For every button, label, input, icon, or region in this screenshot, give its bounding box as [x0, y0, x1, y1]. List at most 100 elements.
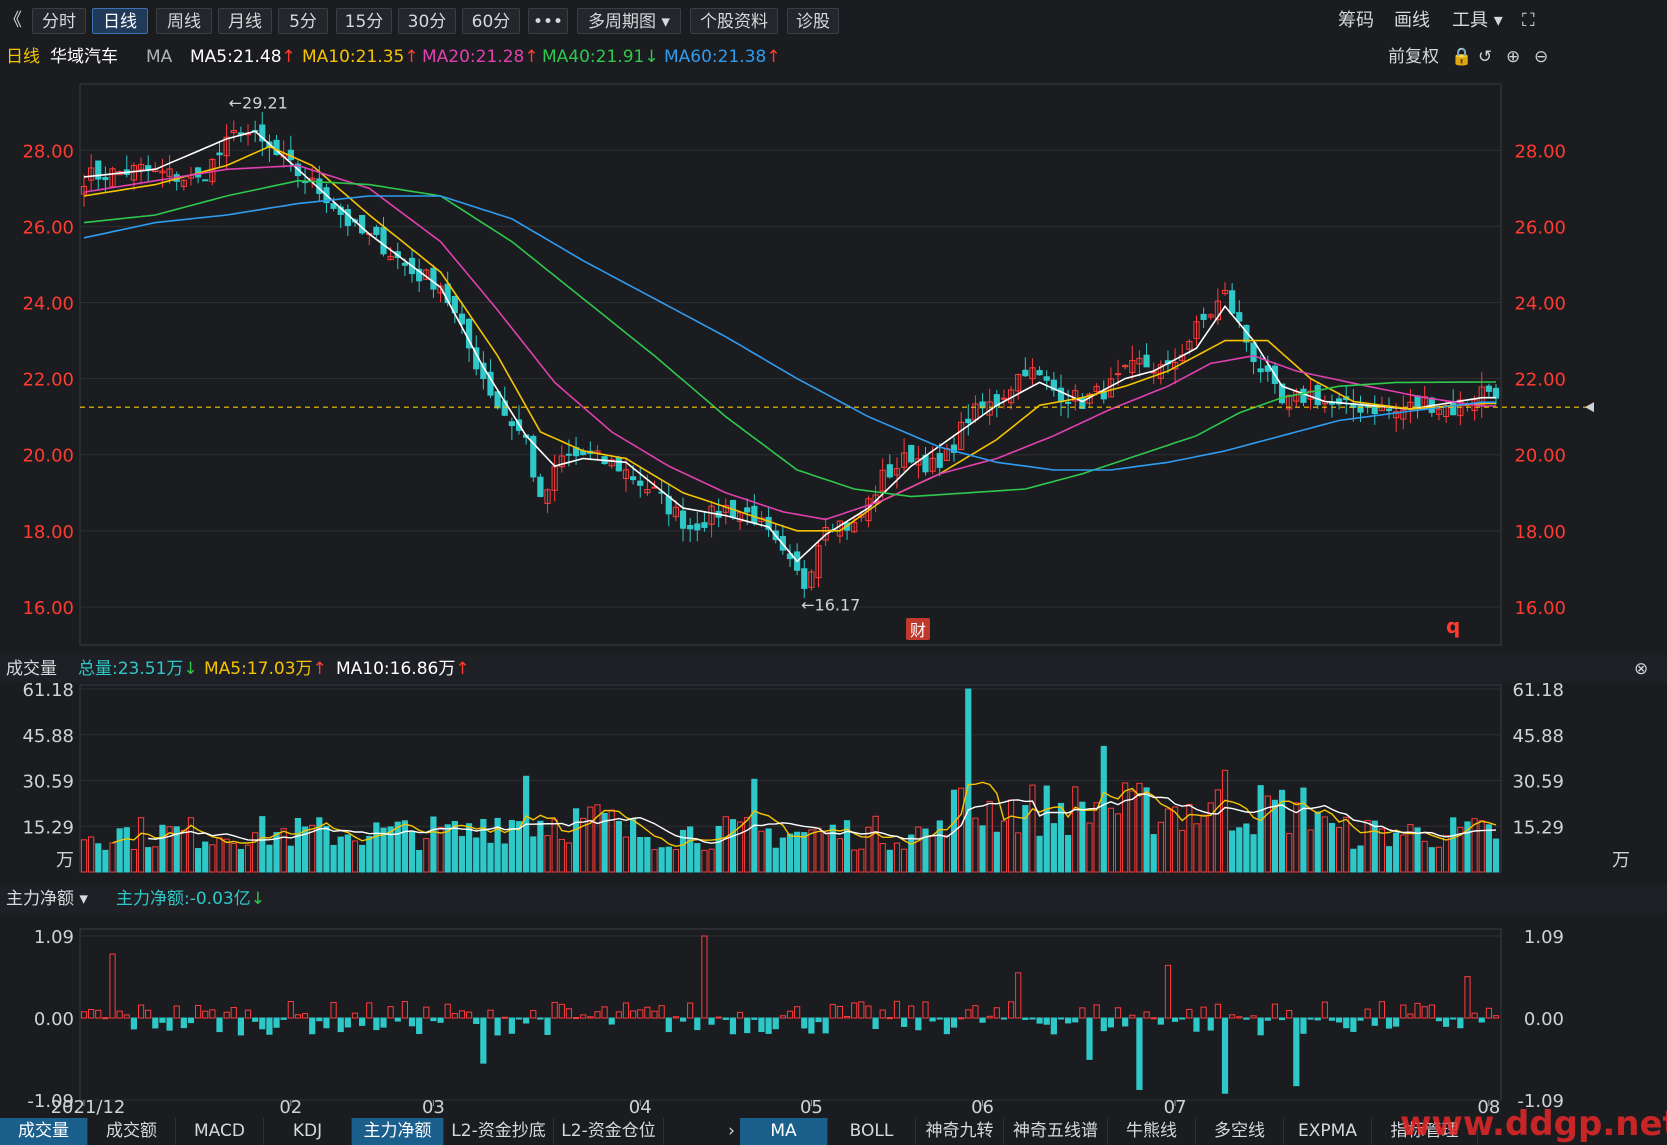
candle-body: [1435, 408, 1443, 415]
candle-body: [851, 521, 858, 533]
bottom-tab-2[interactable]: MACD: [176, 1118, 264, 1145]
indicator-tab-2[interactable]: 神奇九转: [916, 1118, 1004, 1145]
indicator-tab-0[interactable]: MA: [740, 1118, 828, 1145]
flow-bar: [565, 1008, 573, 1019]
tab-8[interactable]: •••: [528, 8, 568, 34]
x-tick-label: 03: [422, 1097, 445, 1118]
flow-bar: [294, 1014, 302, 1019]
back-icon[interactable]: 《: [4, 10, 22, 31]
flow-bar: [644, 1006, 651, 1019]
bottom-tab-4[interactable]: 主力净额: [352, 1118, 444, 1145]
price-tick-left: 22.00: [22, 370, 74, 391]
flow-bar: [822, 1017, 829, 1034]
flow-bar: [1478, 1017, 1485, 1023]
volume-bar: [1314, 811, 1321, 873]
flow-bar: [244, 1009, 252, 1019]
flow-bar: [423, 1006, 430, 1019]
flow-bar: [872, 1017, 879, 1030]
indicator-tab-5[interactable]: 多空线: [1196, 1118, 1284, 1145]
flow-bar: [416, 1017, 423, 1035]
tab-9[interactable]: 多周期图 ▾: [577, 8, 681, 34]
candle-body: [95, 160, 102, 180]
flow-bar: [1243, 1017, 1250, 1020]
candle-body: [373, 226, 380, 235]
lock-icon[interactable]: 🔒: [1451, 47, 1473, 67]
volume-bar: [280, 828, 287, 873]
flow-bar: [1385, 1017, 1393, 1029]
tab-10[interactable]: 个股资料: [690, 8, 778, 34]
volume-bar: [408, 831, 416, 873]
indicator-name[interactable]: MA: [146, 47, 173, 67]
bottom-tab-5[interactable]: L2-资金抄底: [444, 1118, 554, 1145]
adjust-label[interactable]: 前复权: [1388, 47, 1439, 67]
bottom-tab-6[interactable]: L2-资金仓位: [554, 1118, 664, 1145]
volume-bar: [851, 849, 858, 873]
zoom-out-icon[interactable]: ⊖: [1534, 47, 1549, 67]
volume-bar: [530, 836, 537, 873]
candle-body: [109, 168, 116, 188]
bottom-tab-1[interactable]: 成交额: [88, 1118, 176, 1145]
indicator-tab-3[interactable]: 神奇五线谱: [1004, 1118, 1108, 1145]
indicator-tab-7[interactable]: 指标管理: [1372, 1118, 1478, 1145]
tab-5[interactable]: 15分: [336, 8, 392, 34]
candle-body: [216, 152, 223, 156]
volume-bar: [1457, 826, 1464, 873]
volume-bar: [1400, 834, 1407, 873]
candle-body: [801, 568, 808, 589]
volume-ma10: MA10:16.86万↑: [336, 659, 470, 679]
flow-bar: [1343, 1017, 1350, 1029]
indicator-tab-1[interactable]: BOLL: [828, 1118, 916, 1145]
tab-7[interactable]: 60分: [462, 8, 520, 34]
indicator-tab-6[interactable]: EXPMA: [1284, 1118, 1372, 1145]
volume-bar: [1036, 835, 1043, 873]
volume-tick-right: 61.18: [1512, 680, 1564, 701]
volume-bar: [294, 818, 302, 873]
volume-bar: [1492, 838, 1500, 873]
flow-bar: [88, 1008, 95, 1019]
tab-0[interactable]: 分时: [32, 8, 86, 34]
draw-line-button[interactable]: 画线: [1394, 10, 1430, 31]
flow-bar: [1400, 1004, 1407, 1019]
volume-bar: [152, 846, 159, 873]
volume-bar: [1300, 787, 1307, 873]
volume-total: 总量:23.51万↓: [78, 659, 198, 679]
candle-body: [879, 469, 886, 492]
flow-bar: [1471, 1012, 1478, 1019]
volume-bar: [858, 848, 865, 873]
indicator-tab-4[interactable]: 牛熊线: [1108, 1118, 1196, 1145]
tab-11[interactable]: 诊股: [787, 8, 839, 34]
flow-bar: [637, 1009, 644, 1019]
candle-body: [530, 435, 537, 478]
flow-bar: [1036, 1017, 1043, 1024]
fullscreen-icon[interactable]: ⛶: [1522, 10, 1535, 31]
volume-bar: [886, 849, 893, 873]
tab-3[interactable]: 月线: [218, 8, 272, 34]
undo-icon[interactable]: ↺: [1478, 47, 1493, 67]
flow-bar: [1093, 1004, 1100, 1019]
tab-1[interactable]: 日线: [92, 8, 148, 34]
tab-4[interactable]: 5分: [278, 8, 328, 34]
candle-body: [1157, 364, 1164, 379]
ma-label-0: MA5:21.48↑: [190, 47, 296, 67]
candle-body: [1485, 385, 1492, 392]
bottom-tab-0[interactable]: 成交量: [0, 1118, 88, 1145]
close-icon[interactable]: ⊗: [1634, 659, 1649, 679]
flow-bar: [237, 1017, 244, 1036]
bottom-tab-3[interactable]: KDJ: [264, 1118, 352, 1145]
zoom-in-icon[interactable]: ⊕: [1506, 47, 1521, 67]
tools-button[interactable]: 工具 ▾: [1452, 10, 1503, 31]
flow-bar: [494, 1017, 501, 1036]
flow-bar: [230, 1007, 237, 1019]
candle-body: [508, 421, 515, 427]
tab-2[interactable]: 周线: [156, 8, 212, 34]
chips-button[interactable]: 筹码: [1338, 10, 1374, 31]
flow-title[interactable]: 主力净额 ▾: [6, 889, 88, 909]
tab-6[interactable]: 30分: [398, 8, 456, 34]
volume-bar: [1157, 821, 1164, 873]
volume-bar: [615, 820, 622, 873]
ma-line-ma20: [83, 164, 1496, 521]
volume-bar: [943, 834, 950, 873]
flow-bar: [1143, 1011, 1150, 1019]
volume-bar: [259, 816, 266, 873]
